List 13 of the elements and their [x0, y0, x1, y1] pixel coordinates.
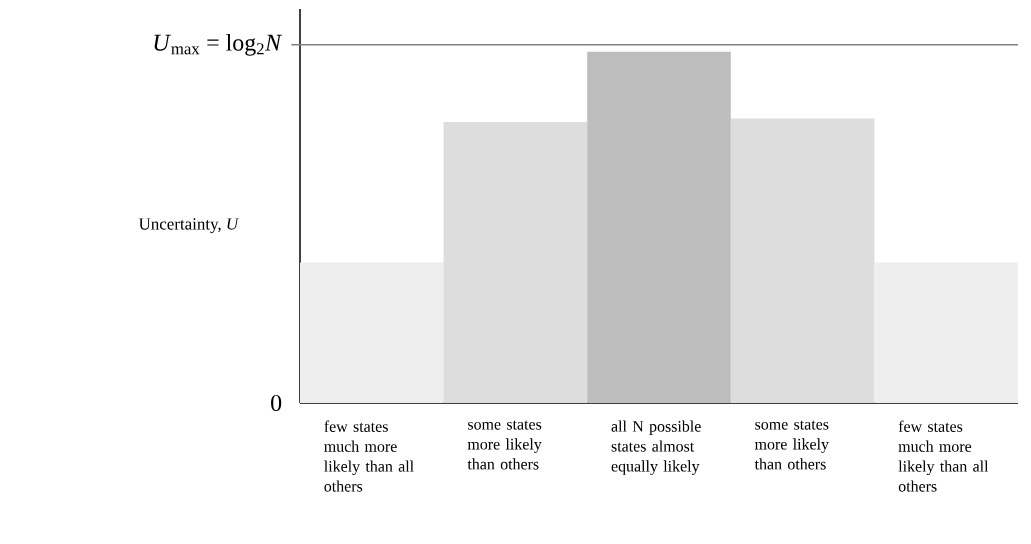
y-axis-title: Uncertainty, U	[138, 218, 240, 234]
x-tick-label: few states much more likely than all others	[898, 420, 989, 492]
x-tick-label: some states more likely than others	[754, 420, 829, 470]
x-tick-label: some states more likely than others	[467, 420, 542, 470]
bar	[300, 262, 444, 403]
text: 0	[271, 394, 282, 412]
x-tick-label: all N possible states almost equally likely	[611, 420, 701, 475]
x-tick-label: few states much more likely than all others	[324, 420, 414, 492]
ref-line-label: U$_{max}$ = log$_{2}$N	[154, 33, 283, 56]
bar	[443, 122, 588, 403]
bar	[587, 51, 731, 403]
bar	[730, 118, 875, 403]
bar	[874, 262, 1018, 403]
